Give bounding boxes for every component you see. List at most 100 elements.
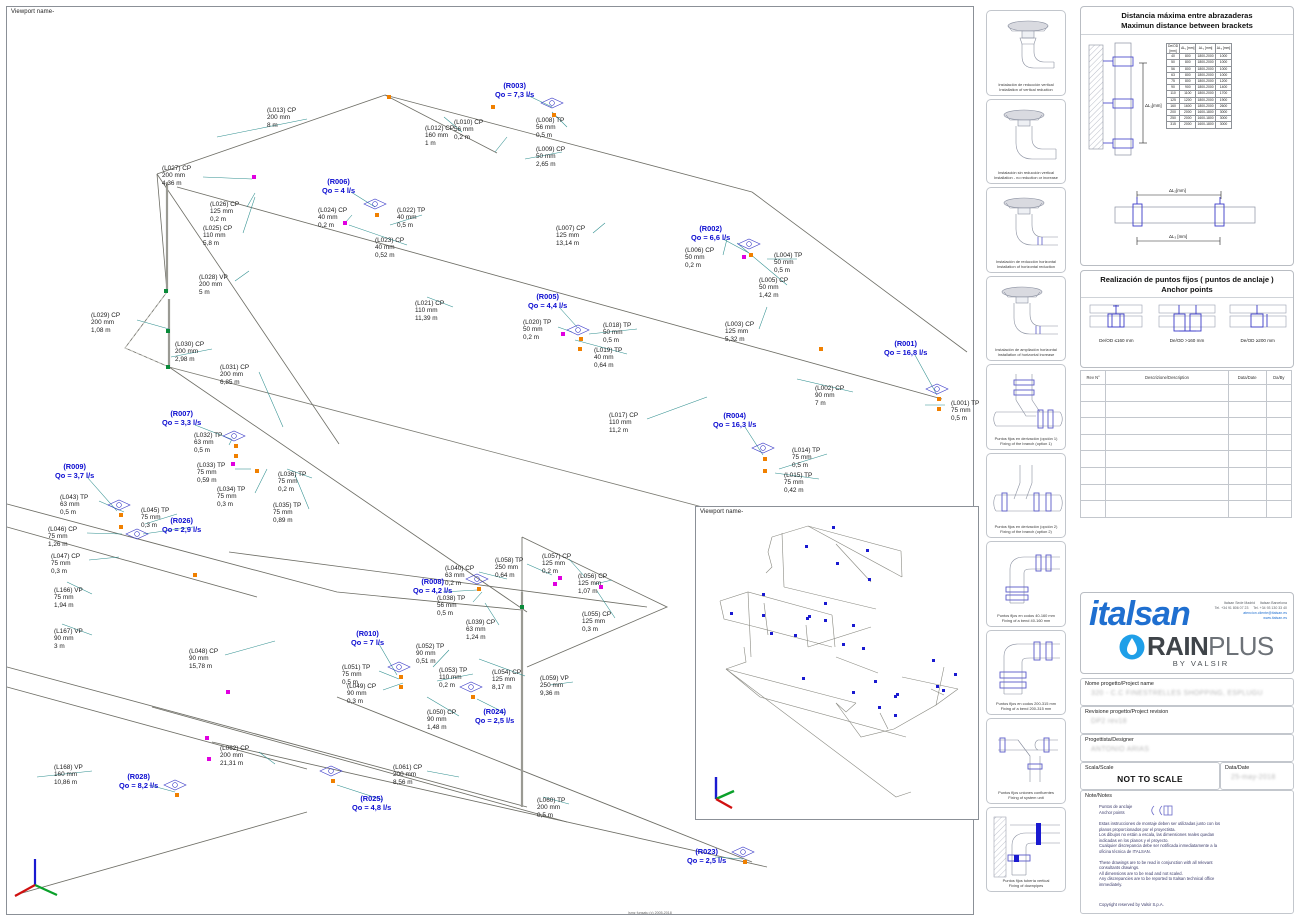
caption-en: Fixing of the branch (option 1) xyxy=(1000,440,1052,446)
pipe-label-L027: (L027) CP 200 mm 4,36 m xyxy=(162,165,192,187)
rev-row[interactable] xyxy=(1079,400,1293,419)
overview-viewport-title: Viewport name- xyxy=(700,509,744,515)
rev-row[interactable] xyxy=(1079,500,1293,518)
rev-cell[interactable] xyxy=(1227,400,1267,419)
bracket-title-es: Distancia máxima entre abrazaderas xyxy=(1121,11,1253,20)
rev-cell[interactable] xyxy=(1265,384,1293,402)
dist-cell: 800 xyxy=(1179,71,1197,80)
date-field[interactable]: Data/Date 25-may-2018 xyxy=(1220,762,1294,790)
rev-cell[interactable] xyxy=(1079,433,1107,452)
rev-row[interactable] xyxy=(1079,417,1293,435)
rev-cell[interactable] xyxy=(1079,483,1107,502)
pipe-label-L029: (L029) CP 200 mm 1,08 m xyxy=(91,312,121,334)
rev-cell[interactable] xyxy=(1105,466,1229,485)
dist-cell: 800 xyxy=(1179,59,1197,67)
rev-cell[interactable] xyxy=(1265,433,1293,452)
detail-caption-1: Instalación de reducción vertical Install… xyxy=(989,82,1063,92)
note-es-line-2: Los dibujos no están a escala, las dimen… xyxy=(1099,832,1215,838)
dist-row: 56 800 1800-2000 1000 xyxy=(1165,65,1233,73)
project-name-field[interactable]: Nome progetto/Project name 320 - C.C FIN… xyxy=(1080,678,1294,706)
rev-cell[interactable] xyxy=(1079,466,1107,485)
rev-cell[interactable] xyxy=(1079,450,1107,468)
rev-row[interactable] xyxy=(1079,384,1293,402)
dist-cell: 1000 xyxy=(1214,71,1233,80)
dist-cell: 1800-2000 xyxy=(1195,77,1216,86)
rev-cell[interactable] xyxy=(1105,500,1229,518)
rev-cell[interactable] xyxy=(1265,400,1293,419)
svg-text:ΔL₁[mm]: ΔL₁[mm] xyxy=(1145,103,1162,108)
rev-row[interactable] xyxy=(1079,466,1293,485)
caption-en: Installation of horizontal reduction xyxy=(997,263,1055,269)
dist-cell: 1600-1800 xyxy=(1195,121,1216,129)
main-viewport[interactable]: Viewport name- xyxy=(6,6,979,915)
rev-row[interactable] xyxy=(1079,433,1293,452)
dist-cell: 3000 xyxy=(1214,115,1233,123)
anchor-case-small-icon xyxy=(1090,304,1143,328)
rev-cell[interactable] xyxy=(1265,466,1293,485)
rev-cell[interactable] xyxy=(1227,417,1267,435)
project-revision-field[interactable]: Revisione progetto/Project revision DP2 … xyxy=(1080,706,1294,734)
bracket-distance-panel: Distancia máxima entre abrazaderas Maxim… xyxy=(1080,6,1294,266)
rev-cell[interactable] xyxy=(1105,483,1229,502)
outlet-label-R008: (R008) Qo = 4,2 l/s xyxy=(413,577,453,596)
caption-es: Instalación de ampliación horizontal xyxy=(995,347,1057,352)
scale-value: NOT TO SCALE xyxy=(1117,774,1183,784)
rev-row[interactable] xyxy=(1079,483,1293,502)
phone-madrid: Tel. +34 91 806 07 23 xyxy=(1214,606,1249,610)
rev-cell[interactable] xyxy=(1105,433,1229,452)
rev-cell[interactable] xyxy=(1227,483,1267,502)
svg-text:ΔL₃ [mm]: ΔL₃ [mm] xyxy=(1169,234,1187,239)
dist-cell: 1900 xyxy=(1214,96,1233,104)
pipe-label-L001: (L001) TP 75 mm 0,5 m xyxy=(951,400,980,422)
rev-cell[interactable] xyxy=(1105,450,1229,468)
rev-cell[interactable] xyxy=(1079,400,1107,419)
address-madrid: Italsan Sede Madrid xyxy=(1223,601,1256,605)
note-en-line-4: immediately. xyxy=(1099,881,1123,887)
rev-cell[interactable] xyxy=(1105,384,1229,402)
rev-cell[interactable] xyxy=(1105,400,1229,419)
dist-cell: 3000 xyxy=(1214,121,1233,129)
overview-viewport[interactable]: Viewport name- xyxy=(695,506,979,820)
revision-table: Rev N° Descrizione/Description Data/Date Da… xyxy=(1079,370,1293,518)
anchor-case-label-1: De/OD >160 mm xyxy=(1169,338,1205,343)
rev-cell[interactable] xyxy=(1079,500,1107,518)
detail-card-4: Instalación de ampliación horizontal Inst… xyxy=(986,275,1066,361)
caption-en: Fixing of a bend 40-160 mm xyxy=(1001,617,1051,623)
dist-cell: 900 xyxy=(1179,84,1197,92)
rev-cell[interactable] xyxy=(1265,417,1293,435)
rev-cell[interactable] xyxy=(1265,500,1293,518)
rev-cell[interactable] xyxy=(1265,450,1293,468)
rev-cell[interactable] xyxy=(1079,384,1107,402)
outlet-label-R005: (R005) Qo = 4,4 l/s xyxy=(528,292,568,311)
rev-cell[interactable] xyxy=(1227,466,1267,485)
anchor-case-1: De/OD >160 mm xyxy=(1152,301,1223,343)
rev-row[interactable] xyxy=(1079,450,1293,468)
outlet-label-R007: (R007) Qo = 3,3 l/s xyxy=(162,409,202,428)
dist-cell: 1600 xyxy=(1179,102,1197,111)
bracket-title-en: Maximun distance between brackets xyxy=(1121,21,1253,30)
rev-cell[interactable] xyxy=(1227,384,1267,402)
scale-field[interactable]: Scala/Scale NOT TO SCALE xyxy=(1080,762,1220,790)
anchor-case-2: De/OD ≥200 mm xyxy=(1222,301,1293,343)
pipe-label-L062: (L062) CP 200 mm 21,31 m xyxy=(220,745,250,767)
pipe-label-L024: (L024) CP 40 mm 0,2 m xyxy=(318,207,348,229)
dist-row: 110 1100 1800-2000 1700 xyxy=(1165,90,1233,98)
contact-email[interactable]: atencion.cliente@italsan.es xyxy=(1243,611,1287,615)
pipe-label-L009: (L009) CP 50 mm 2,65 m xyxy=(536,146,566,168)
pipe-label-L045: (L045) TP 75 mm 0,3 m xyxy=(141,507,170,529)
rev-cell[interactable] xyxy=(1227,433,1267,452)
dist-cell: 800 xyxy=(1179,65,1197,73)
rev-cell[interactable] xyxy=(1105,417,1229,435)
pipe-label-L056: (L056) CP 125 mm 1,07 m xyxy=(578,573,608,595)
pipe-label-L054: (L054) CP 125 mm 8,17 m xyxy=(492,669,522,691)
rev-cell[interactable] xyxy=(1265,483,1293,502)
rev-cell[interactable] xyxy=(1227,450,1267,468)
pipe-label-L059: (L059) VP 250 mm 9,36 m xyxy=(540,675,569,697)
rev-cell[interactable] xyxy=(1079,417,1107,435)
caption-es: Puntos fijos uniones confluentes xyxy=(998,789,1054,795)
rev-cell[interactable] xyxy=(1227,500,1267,518)
anchor-case-0: De/OD ≤160 mm xyxy=(1081,301,1152,343)
designer-field[interactable]: Progettista/Designer ANTONIO ARIAS xyxy=(1080,734,1294,762)
notes-label: Note/Notes xyxy=(1085,793,1112,799)
contact-web[interactable]: www.italsan.es xyxy=(1263,616,1287,620)
